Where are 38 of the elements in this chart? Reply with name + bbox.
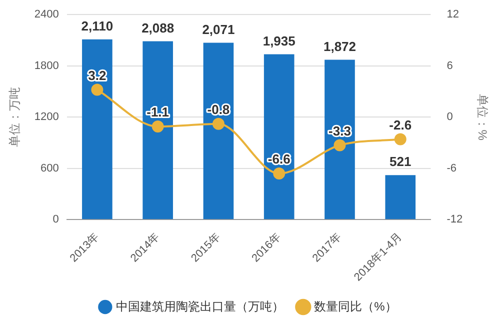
bar (82, 39, 112, 220)
y-tick-label: 2400 (34, 8, 59, 21)
y2-tick-label: 12 (446, 8, 459, 21)
data-label: 2,071 (202, 22, 235, 37)
legend-label: 中国建筑用陶瓷出口量（万吨） (116, 299, 284, 314)
data-label: 2,110 (81, 18, 114, 34)
bar (264, 54, 294, 220)
y2-tick-label: -12 (446, 214, 463, 226)
data-label: -6.6 (268, 152, 290, 167)
bar (142, 41, 173, 220)
data-label: -1.1 (146, 104, 170, 120)
y2-tick-label: 6 (446, 60, 453, 72)
bar (324, 60, 355, 220)
data-label: -0.8 (207, 102, 230, 117)
y-tick-label: 600 (40, 162, 59, 174)
data-label: 521 (390, 154, 412, 170)
data-label: -2.6 (389, 117, 412, 132)
point (212, 118, 224, 130)
point (152, 120, 164, 132)
data-label: 1,872 (323, 38, 356, 54)
legend-label: 数量同比（%） (314, 299, 397, 314)
y-tick-label: 1800 (34, 60, 59, 72)
data-label: 2,088 (142, 20, 174, 36)
point (273, 167, 286, 180)
y2-tick-label: -6 (446, 162, 456, 174)
point (91, 84, 104, 96)
y2-tick-label: 0 (446, 111, 453, 124)
bar (385, 175, 416, 220)
y2-axis-title: 单位：% (475, 94, 490, 141)
y-tick-label: 1200 (34, 111, 59, 124)
bar (203, 42, 234, 220)
y-tick-label: 0 (52, 214, 59, 226)
point (334, 139, 346, 152)
data-label: 3.2 (88, 68, 106, 83)
point (394, 133, 406, 146)
data-label: 1,935 (262, 33, 296, 48)
y-axis-title: 单位：万吨 (8, 87, 22, 148)
data-label: -3.3 (328, 123, 351, 138)
